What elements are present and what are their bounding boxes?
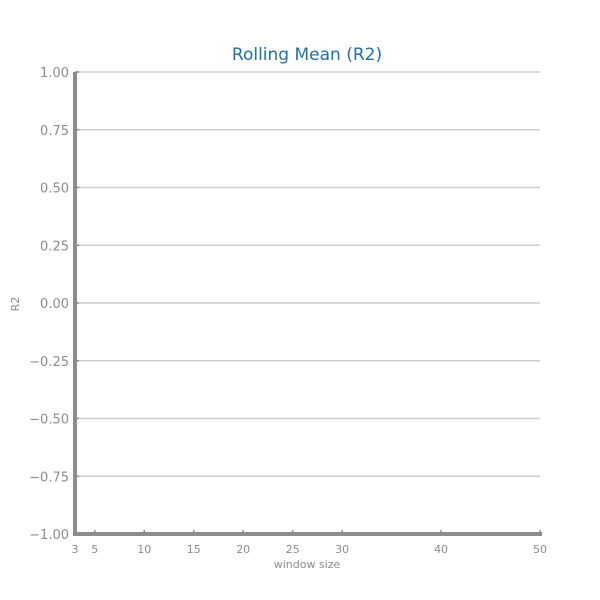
y-axis-label: R2: [9, 297, 22, 312]
x-tick-label: 5: [91, 543, 98, 556]
y-tick-label: −1.00: [29, 528, 69, 543]
x-tick-label: 3: [72, 543, 79, 556]
grid-lines: [75, 71, 540, 535]
x-tick-label: 15: [187, 543, 201, 556]
y-tick-label: −0.50: [29, 413, 69, 428]
x-tick-label: 50: [533, 543, 547, 556]
y-tick-label: 0.50: [40, 182, 69, 197]
axes: [73, 72, 542, 536]
x-tick-label: 10: [137, 543, 151, 556]
y-tick-label: 0.75: [40, 124, 69, 139]
y-tick-label: 0.25: [40, 239, 69, 254]
x-tick-label: 40: [434, 543, 448, 556]
y-tick-label: −0.25: [29, 355, 69, 370]
tick-labels: 1.00 0.75 0.50 0.25 0.00 −0.25 −0.50 −0.75 −1.00…: [29, 66, 547, 556]
x-axis-label: window size: [274, 558, 341, 571]
x-tick-label: 20: [236, 543, 250, 556]
y-tick-label: 1.00: [40, 66, 69, 81]
x-tick-label: 25: [286, 543, 300, 556]
chart-title: Rolling Mean (R2): [232, 45, 382, 65]
y-tick-label: 0.00: [40, 297, 69, 312]
x-tick-label: 30: [335, 543, 349, 556]
y-tick-label: −0.75: [29, 470, 69, 485]
